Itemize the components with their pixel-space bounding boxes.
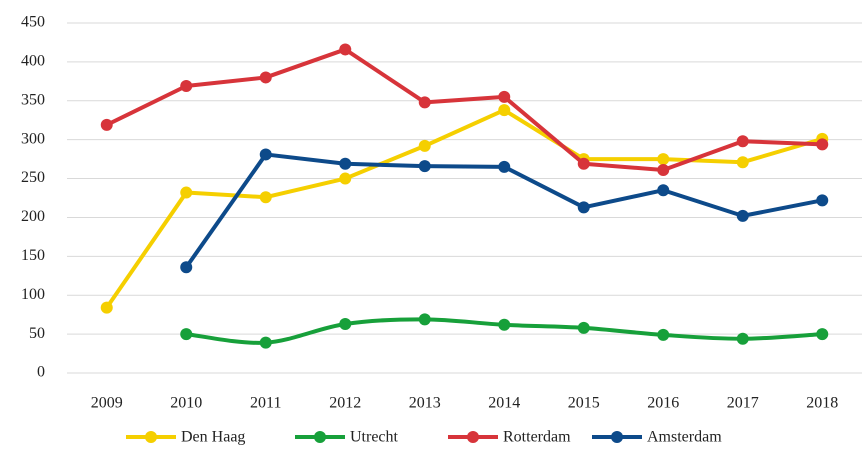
data-point [577, 201, 590, 214]
legend-marker [467, 431, 479, 443]
data-point [736, 332, 749, 345]
legend-label: Den Haag [181, 429, 245, 446]
data-point [100, 301, 113, 314]
data-point [418, 96, 431, 109]
data-point [816, 194, 829, 207]
y-tick-label: 450 [21, 14, 45, 31]
data-point [259, 148, 272, 161]
data-point [418, 160, 431, 173]
x-tick-label: 2013 [409, 395, 441, 412]
data-point [816, 138, 829, 151]
data-point [259, 191, 272, 204]
data-point [816, 328, 829, 341]
x-tick-label: 2015 [568, 395, 600, 412]
y-tick-label: 250 [21, 169, 45, 186]
data-point [657, 184, 670, 197]
legend-marker [314, 431, 326, 443]
x-tick-label: 2017 [727, 395, 759, 412]
x-tick-label: 2012 [329, 395, 361, 412]
data-point [339, 157, 352, 170]
y-tick-label: 50 [29, 325, 45, 342]
data-point [339, 172, 352, 185]
y-tick-label: 350 [21, 91, 45, 108]
data-point [577, 157, 590, 170]
data-point [657, 328, 670, 341]
y-tick-label: 100 [21, 286, 45, 303]
data-point [418, 313, 431, 326]
data-point [498, 160, 511, 173]
data-point [498, 90, 511, 103]
data-point [498, 104, 511, 117]
data-point [339, 318, 352, 330]
y-tick-label: 0 [37, 364, 45, 381]
data-point [418, 139, 431, 152]
x-tick-label: 2011 [250, 395, 281, 412]
data-point [180, 186, 193, 199]
x-tick-label: 2016 [647, 395, 679, 412]
legend-label: Utrecht [350, 429, 399, 446]
y-tick-label: 300 [21, 130, 45, 147]
data-point [736, 156, 749, 169]
data-point [259, 336, 272, 349]
legend-marker [145, 431, 157, 443]
data-point [657, 153, 670, 166]
data-point [180, 328, 193, 341]
data-point [736, 209, 749, 222]
data-point [657, 164, 670, 176]
x-tick-label: 2014 [488, 395, 520, 412]
x-tick-label: 2009 [91, 395, 123, 412]
data-point [736, 135, 749, 148]
legend-label: Rotterdam [503, 429, 571, 446]
data-point [339, 43, 352, 56]
data-point [180, 80, 193, 92]
y-tick-label: 400 [21, 53, 45, 70]
data-point [259, 71, 272, 84]
y-tick-label: 200 [21, 208, 45, 225]
data-point [100, 118, 113, 131]
data-point [577, 321, 590, 334]
series-line [105, 47, 823, 172]
legend-marker [611, 431, 623, 443]
data-point [180, 261, 193, 274]
legend-label: Amsterdam [647, 429, 722, 446]
data-point [498, 318, 511, 331]
series-line [105, 108, 823, 309]
y-tick-label: 150 [21, 247, 45, 264]
x-tick-label: 2018 [806, 395, 838, 412]
x-tick-label: 2010 [170, 395, 202, 412]
